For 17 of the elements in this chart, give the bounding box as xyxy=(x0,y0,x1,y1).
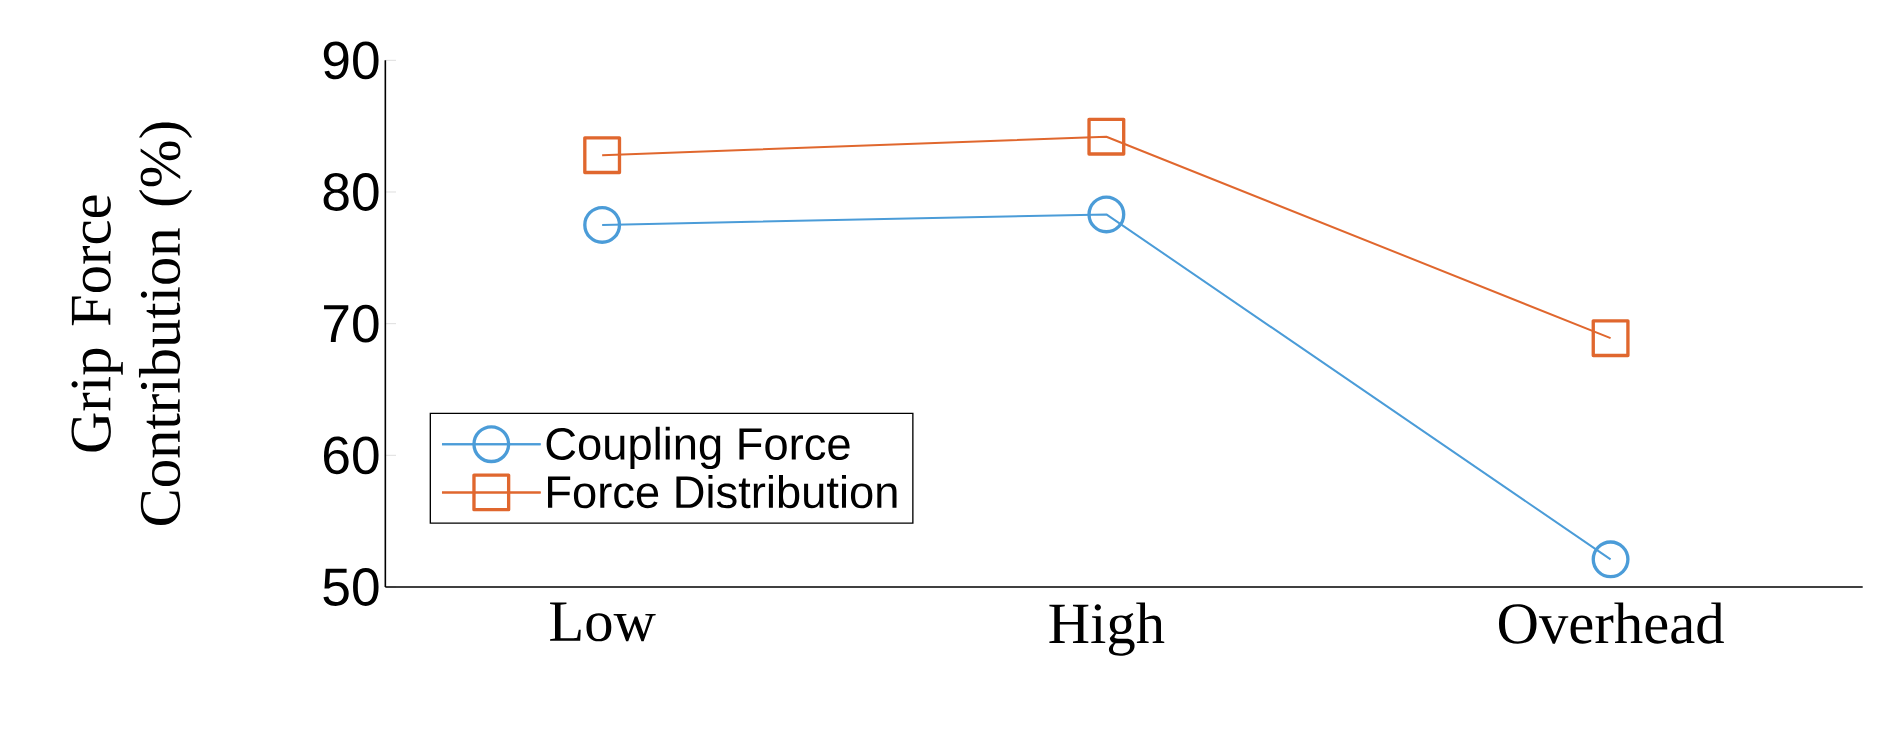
x-tick-label: Overhead xyxy=(1498,602,1724,644)
x-tick-label: High xyxy=(1049,602,1165,656)
y-tick-label: 70 xyxy=(324,304,379,343)
point xyxy=(1591,319,1630,358)
legend-label: Coupling Force xyxy=(546,426,850,470)
point xyxy=(1087,195,1126,234)
x-tick-label: Low xyxy=(550,602,656,642)
point xyxy=(583,205,622,244)
legend-label: Force Distribution xyxy=(548,474,897,509)
y-tick-label: 80 xyxy=(323,173,379,211)
y-axis-title: Grip Force Contribution (%) xyxy=(71,122,193,525)
point xyxy=(1087,117,1126,156)
y-tick-label: 50 xyxy=(323,568,379,606)
point xyxy=(1591,540,1630,579)
y-tick-label: 90 xyxy=(323,41,379,80)
point xyxy=(583,136,622,175)
y-tick-label: 60 xyxy=(324,436,379,475)
